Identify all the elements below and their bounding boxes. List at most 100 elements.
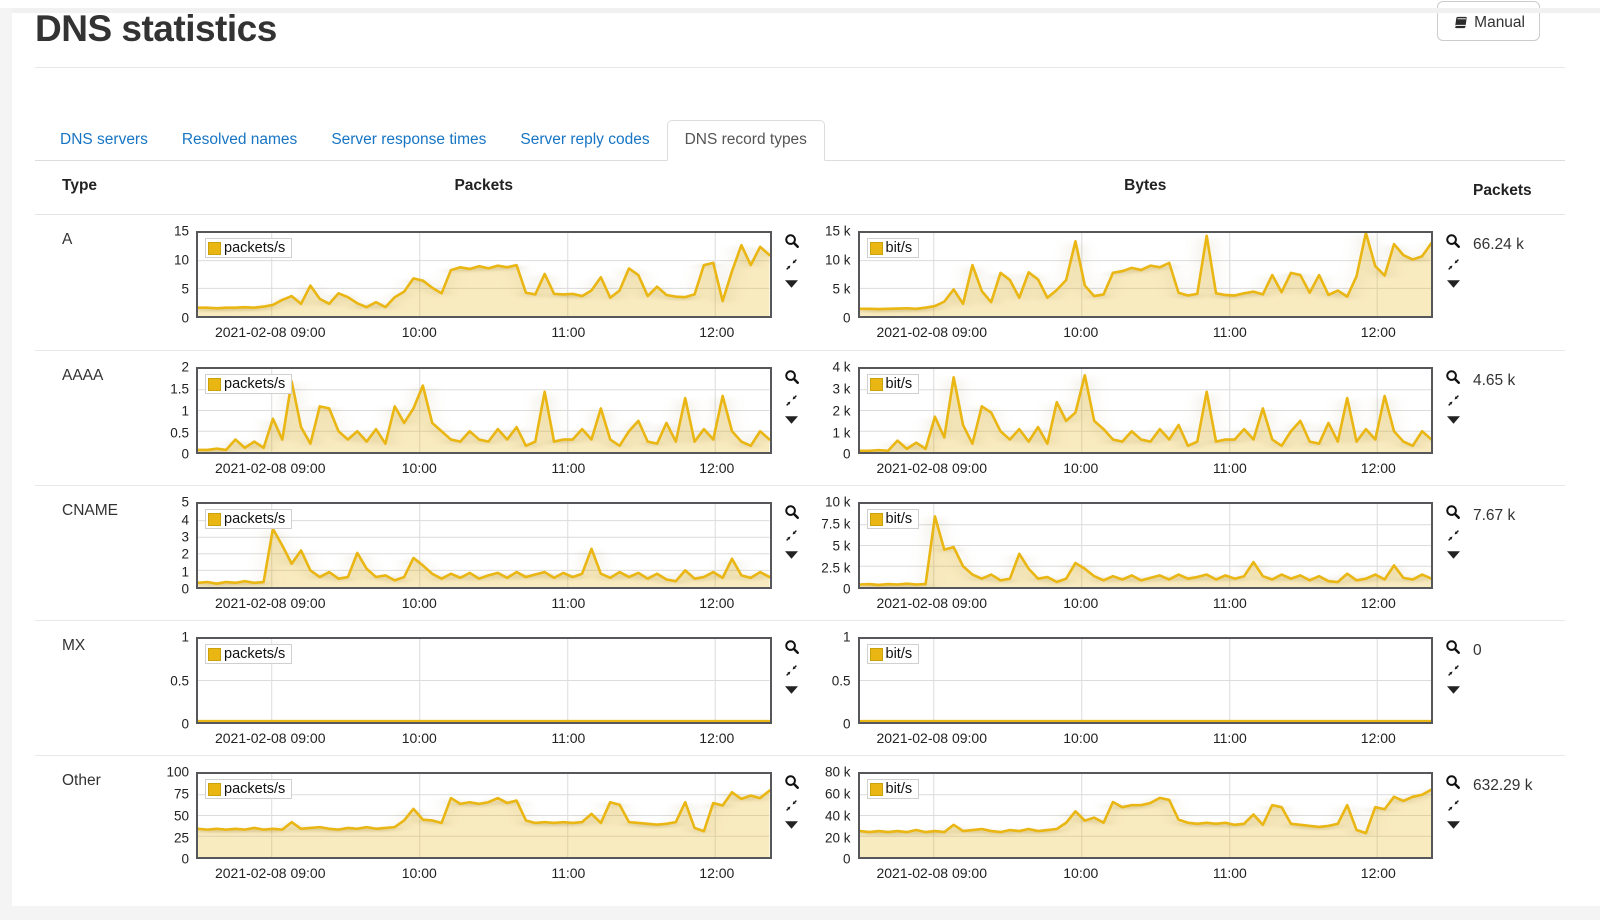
x-axis-labels: 2021-02-08 09:00 10:00 11:00 12:00	[196, 324, 772, 346]
magnifier-icon[interactable]	[1445, 639, 1461, 655]
area-chart-svg	[859, 774, 1431, 858]
y-tick-label: 0.5	[831, 673, 851, 689]
y-tick-label: 2.5 k	[821, 560, 851, 575]
collapse-arrows-icon[interactable]	[1447, 394, 1460, 407]
magnifier-icon[interactable]	[1445, 504, 1461, 520]
caret-down-icon[interactable]	[1446, 416, 1460, 424]
collapse-arrows-icon[interactable]	[1447, 799, 1460, 812]
x-tick-label: 10:00	[1063, 865, 1099, 882]
legend-swatch	[208, 512, 221, 526]
manual-button[interactable]: Manual	[1437, 1, 1540, 41]
chart-controls	[772, 772, 812, 890]
y-axis-labels: 80 k 60 k 40 k 20 k 0	[812, 765, 858, 867]
record-type-label: CNAME	[62, 502, 118, 520]
magnifier-icon[interactable]	[1445, 233, 1461, 249]
legend-label: packets/s	[224, 781, 286, 798]
x-tick-label: 12:00	[699, 865, 735, 882]
packets-total-value: 0	[1473, 642, 1482, 660]
collapse-arrows-icon[interactable]	[785, 258, 798, 271]
y-tick-label: 5	[181, 494, 189, 510]
y-axis-labels: 15 10 5 0	[150, 224, 196, 326]
y-tick-label: 0	[181, 716, 189, 732]
chart-a-bytes: 15 k 10 k 5 k 0 bit/s 2021-02-08 09:00 10:00…	[812, 224, 1433, 346]
caret-down-icon[interactable]	[1446, 551, 1460, 559]
header-type: Type	[62, 177, 98, 194]
chart-controls	[1433, 772, 1473, 890]
record-type-label: Other	[62, 772, 101, 790]
manual-button-label: Manual	[1474, 14, 1525, 31]
y-tick-label: 0.5	[170, 673, 189, 689]
y-tick-label: 60 k	[824, 786, 851, 802]
chart-legend: packets/s	[205, 644, 293, 665]
legend-swatch	[869, 377, 883, 391]
caret-down-icon[interactable]	[785, 280, 798, 288]
x-tick-label: 11:00	[1212, 865, 1247, 882]
tab-dns-servers[interactable]: DNS servers	[60, 131, 148, 148]
magnifier-icon[interactable]	[784, 233, 800, 249]
x-axis-labels: 2021-02-08 09:00 10:00 11:00 12:00	[196, 460, 772, 482]
y-tick-label: 20 k	[824, 830, 851, 845]
y-tick-label: 1 k	[832, 425, 851, 440]
y-tick-label: 10	[173, 252, 189, 268]
collapse-arrows-icon[interactable]	[785, 664, 798, 677]
collapse-arrows-icon[interactable]	[1447, 664, 1460, 677]
collapse-arrows-icon[interactable]	[785, 529, 798, 542]
x-tick-label: 2021-02-08 09:00	[214, 460, 326, 477]
x-axis-labels: 2021-02-08 09:00 10:00 11:00 12:00	[196, 730, 772, 752]
y-tick-label: 3	[181, 529, 189, 545]
x-tick-label: 12:00	[1360, 730, 1396, 747]
legend-label: packets/s	[224, 240, 286, 257]
tab-dns-record-types[interactable]: DNS record types	[666, 120, 825, 161]
window-top-edge	[0, 8, 1600, 13]
y-tick-label: 3 k	[832, 381, 851, 397]
magnifier-icon[interactable]	[784, 774, 800, 790]
chart-mx-bytes: 1 0.5 0 bit/s 2021-02-08 09:00 10:00 11:00 12…	[812, 630, 1433, 752]
magnifier-icon[interactable]	[784, 639, 800, 655]
caret-down-icon[interactable]	[1446, 686, 1460, 694]
y-tick-label: 1	[181, 564, 189, 580]
header-bytes: Bytes	[1124, 177, 1167, 194]
record-type-label: A	[62, 231, 73, 249]
tab-resolved-names[interactable]: Resolved names	[181, 131, 298, 148]
caret-down-icon[interactable]	[1446, 280, 1460, 288]
magnifier-icon[interactable]	[1445, 774, 1461, 790]
y-tick-label: 80 k	[824, 764, 851, 780]
caret-down-icon[interactable]	[785, 821, 798, 829]
collapse-arrows-icon[interactable]	[785, 799, 798, 812]
chart-mx-packets: 1 0.5 0 packets/s 2021-02-08 09:00 10:00 11:…	[150, 630, 772, 752]
magnifier-icon[interactable]	[784, 504, 800, 520]
caret-down-icon[interactable]	[1446, 821, 1460, 829]
legend-label: bit/s	[885, 376, 913, 393]
collapse-arrows-icon[interactable]	[1447, 258, 1460, 271]
area-chart-svg	[859, 369, 1431, 453]
chart-other-bytes: 80 k 60 k 40 k 20 k 0 bit/s 2021-02-08 09:00…	[812, 765, 1433, 887]
x-tick-label: 2021-02-08 09:00	[214, 324, 326, 341]
title-divider	[35, 67, 1565, 68]
collapse-arrows-icon[interactable]	[785, 394, 798, 407]
chart-legend: bit/s	[866, 238, 920, 259]
x-tick-label: 10:00	[401, 460, 437, 477]
tab-server-response-times[interactable]: Server response times	[331, 131, 487, 148]
y-tick-label: 0.5	[170, 425, 189, 440]
chart-aaaa-bytes: 4 k 3 k 2 k 1 k 0 bit/s 2021-02-08 09:00 10:0…	[812, 360, 1433, 482]
x-tick-label: 10:00	[401, 324, 437, 341]
y-tick-label: 0	[181, 446, 189, 462]
chart-cname-bytes: 10 k 7.5 k 5 k 2.5 k 0 bit/s 2021-02-08 09:0…	[812, 495, 1433, 617]
collapse-arrows-icon[interactable]	[1447, 529, 1460, 542]
chart-plot-area: bit/s	[857, 637, 1433, 725]
caret-down-icon[interactable]	[785, 416, 798, 424]
magnifier-icon[interactable]	[784, 369, 800, 385]
magnifier-icon[interactable]	[1445, 369, 1461, 385]
chart-legend: packets/s	[205, 374, 293, 395]
caret-down-icon[interactable]	[785, 551, 798, 559]
y-tick-label: 0	[842, 851, 851, 867]
area-chart-svg	[859, 504, 1431, 588]
x-tick-label: 11:00	[1212, 324, 1247, 341]
caret-down-icon[interactable]	[785, 686, 798, 694]
tab-server-reply-codes[interactable]: Server reply codes	[520, 131, 650, 148]
x-tick-label: 10:00	[401, 730, 437, 747]
chart-controls	[1433, 637, 1473, 755]
legend-label: packets/s	[224, 376, 286, 393]
